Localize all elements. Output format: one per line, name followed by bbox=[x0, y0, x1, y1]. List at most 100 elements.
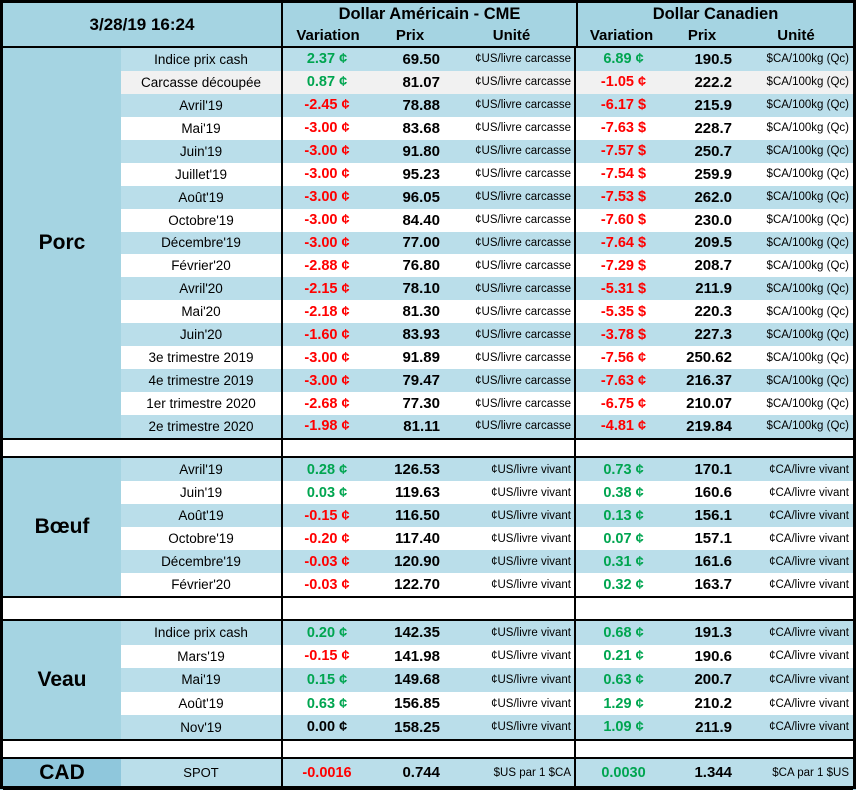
us-prix-cell: 95.23 bbox=[371, 163, 445, 186]
us-variation-value: -3.00 ¢ bbox=[304, 372, 350, 389]
us-prix-cell: 83.93 bbox=[371, 323, 445, 346]
us-variation-cell: -1.98 ¢ bbox=[281, 415, 371, 438]
row-label-cell: Février'20 bbox=[121, 573, 281, 596]
ca-variation-value: -7.53 $ bbox=[600, 189, 647, 206]
us-unit-label: ¢US/livre vivant bbox=[491, 650, 571, 663]
ca-prix-cell: 220.3 bbox=[663, 300, 737, 323]
ca-variation-value: 6.89 ¢ bbox=[603, 51, 644, 68]
ca-variation-cell: -3.78 $ bbox=[574, 323, 663, 347]
us-prix-cell: 96.05 bbox=[371, 186, 445, 209]
us-variation-value: -0.20 ¢ bbox=[304, 530, 350, 547]
ca-unit-cell: ¢CA/livre vivant bbox=[737, 481, 853, 504]
ca-prix-cell: 230.0 bbox=[663, 209, 737, 232]
ca-unit-label: ¢CA/livre vivant bbox=[769, 650, 849, 663]
table-row: Carcasse découpée 0.87 ¢ 81.07 ¢US/livre ca… bbox=[121, 70, 853, 94]
ca-unit-label: $CA/100kg (Qc) bbox=[766, 191, 849, 204]
table-row: 3e trimestre 2019 -3.00 ¢ 91.89 ¢US/livre c… bbox=[121, 346, 853, 370]
us-unit-label: $US par 1 $CA bbox=[493, 766, 571, 779]
ca-unit-cell: ¢CA/livre vivant bbox=[737, 645, 853, 669]
ca-unit-cell: $CA/100kg (Qc) bbox=[737, 277, 853, 300]
ca-prix-value: 160.6 bbox=[694, 484, 732, 501]
ca-unit-cell: $CA/100kg (Qc) bbox=[737, 71, 853, 94]
ca-unit-label: ¢CA/livre vivant bbox=[769, 721, 849, 734]
us-prix-cell: 116.50 bbox=[371, 504, 445, 527]
ca-unit-cell: ¢CA/livre vivant bbox=[737, 692, 853, 716]
us-prix-cell: 126.53 bbox=[371, 458, 445, 481]
row-label-cell: Octobre'19 bbox=[121, 209, 281, 232]
us-prix-cell: 149.68 bbox=[371, 668, 445, 692]
ca-unit-label: $CA/100kg (Qc) bbox=[766, 145, 849, 158]
us-prix-value: 78.10 bbox=[402, 280, 440, 298]
ca-variation-value: -3.78 $ bbox=[600, 326, 647, 343]
ca-prix-cell: 222.2 bbox=[663, 71, 737, 94]
ca-unit-cell: $CA/100kg (Qc) bbox=[737, 94, 853, 117]
us-variation-cell: -3.00 ¢ bbox=[281, 116, 371, 140]
us-prix-value: 83.93 bbox=[402, 326, 440, 344]
us-prix-value: 76.80 bbox=[402, 257, 440, 275]
table-row: Juillet'19 -3.00 ¢ 95.23 ¢US/livre carcasse… bbox=[121, 162, 853, 186]
us-unit-cell: ¢US/livre vivant bbox=[445, 481, 574, 504]
us-variation-cell: -3.00 ¢ bbox=[281, 139, 371, 163]
ca-unit-cell: $CA/100kg (Qc) bbox=[737, 346, 853, 369]
ca-prix-value: 250.62 bbox=[686, 349, 732, 367]
us-unit-cell: ¢US/livre vivant bbox=[445, 668, 574, 692]
us-unit-label: ¢US/livre carcasse bbox=[475, 397, 571, 410]
row-label: Juin'19 bbox=[179, 143, 223, 159]
us-unit-cell: ¢US/livre vivant bbox=[445, 504, 574, 527]
ca-unit-label: $CA/100kg (Qc) bbox=[766, 236, 849, 249]
us-variation-value: 0.87 ¢ bbox=[306, 74, 348, 91]
us-prix-cell: 142.35 bbox=[371, 621, 445, 645]
ca-unit-label: ¢CA/livre vivant bbox=[769, 463, 849, 476]
us-prix-cell: 77.30 bbox=[371, 392, 445, 415]
ca-prix-value: 191.3 bbox=[694, 624, 732, 642]
table-row: Décembre'19 -0.03 ¢ 120.90 ¢US/livre vivant… bbox=[121, 550, 853, 573]
us-prix-value: 81.30 bbox=[402, 303, 440, 321]
ca-variation-cell: 0.32 ¢ bbox=[574, 573, 663, 596]
us-unit-label: ¢US/livre carcasse bbox=[475, 145, 571, 158]
row-label-cell: Octobre'19 bbox=[121, 527, 281, 550]
us-prix-cell: 78.10 bbox=[371, 277, 445, 300]
us-variation-value: -2.18 ¢ bbox=[304, 303, 350, 320]
ca-unit-label: $CA/100kg (Qc) bbox=[766, 259, 849, 272]
row-label: Juillet'19 bbox=[174, 166, 228, 182]
ca-prix-cell: 211.9 bbox=[663, 277, 737, 300]
table-row: Mai'20 -2.18 ¢ 81.30 ¢US/livre carcasse -5.3… bbox=[121, 300, 853, 324]
section-rows: Avril'19 0.28 ¢ 126.53 ¢US/livre vivant 0.73… bbox=[121, 458, 853, 596]
ca-prix-cell: 210.2 bbox=[663, 692, 737, 716]
ca-variation-cell: 0.68 ¢ bbox=[574, 621, 663, 645]
ca-variation-value: -7.57 $ bbox=[600, 143, 647, 160]
us-prix-cell: 84.40 bbox=[371, 209, 445, 232]
ca-unit-cell: $CA/100kg (Qc) bbox=[737, 117, 853, 140]
us-variation-value: -3.00 ¢ bbox=[304, 120, 350, 137]
ca-prix-value: 163.7 bbox=[694, 576, 732, 593]
us-prix-cell: 83.68 bbox=[371, 117, 445, 140]
us-variation-value: -0.15 ¢ bbox=[304, 507, 350, 524]
table-row: Août'19 -0.15 ¢ 116.50 ¢US/livre vivant 0.13… bbox=[121, 504, 853, 527]
ca-unit-label: ¢CA/livre vivant bbox=[769, 697, 849, 710]
row-label: Mai'19 bbox=[181, 672, 221, 688]
ca-unit-label: ¢CA/livre vivant bbox=[769, 673, 849, 686]
us-prix-header: Prix bbox=[395, 27, 425, 44]
us-prix-value: 77.00 bbox=[402, 234, 440, 252]
us-prix-value: 0.744 bbox=[402, 764, 440, 781]
ca-variation-cell: 0.13 ¢ bbox=[574, 504, 663, 527]
row-label-cell: Décembre'19 bbox=[121, 550, 281, 573]
us-variation-cell: -0.20 ¢ bbox=[281, 527, 371, 550]
ca-variation-value: -7.63 ¢ bbox=[600, 372, 647, 389]
ca-prix-value: 200.7 bbox=[694, 671, 732, 689]
ca-variation-cell: 0.73 ¢ bbox=[574, 458, 663, 481]
ca-variation-value: -7.64 $ bbox=[600, 234, 647, 251]
us-variation-value: -3.00 ¢ bbox=[304, 189, 350, 206]
us-variation-cell: -2.88 ¢ bbox=[281, 254, 371, 278]
us-unit-label: ¢US/livre vivant bbox=[491, 486, 571, 499]
ca-variation-cell: 0.0030 bbox=[574, 759, 663, 786]
ca-variation-value: 0.38 ¢ bbox=[603, 484, 644, 501]
us-variation-cell: -2.15 ¢ bbox=[281, 277, 371, 301]
us-prix-value: 84.40 bbox=[402, 211, 440, 229]
ca-prix-cell: 157.1 bbox=[663, 527, 737, 550]
us-variation-cell: -2.45 ¢ bbox=[281, 93, 371, 117]
ca-variation-cell: -5.31 $ bbox=[574, 277, 663, 301]
ca-prix-cell: 228.7 bbox=[663, 117, 737, 140]
ca-prix-cell: 1.344 bbox=[663, 759, 737, 786]
